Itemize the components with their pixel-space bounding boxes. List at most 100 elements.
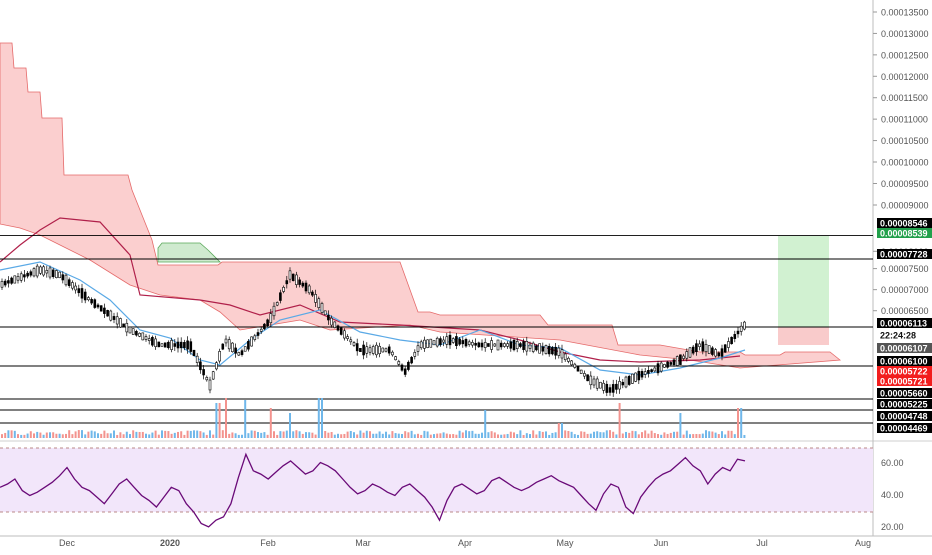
volume-bar xyxy=(634,431,637,438)
volume-bar xyxy=(33,433,35,438)
volume-bar xyxy=(276,434,279,438)
candle-body xyxy=(87,297,90,301)
volume-bar xyxy=(455,434,458,438)
volume-bar xyxy=(394,433,397,438)
candle-body xyxy=(525,341,529,352)
candle-body xyxy=(579,369,583,374)
volume-bar xyxy=(148,434,151,438)
time-tick-label: Jun xyxy=(654,538,669,548)
candle-body xyxy=(551,347,554,355)
price-label: 0.00006100 xyxy=(880,356,928,366)
candle-body xyxy=(163,342,167,348)
volume-bar xyxy=(682,434,685,438)
price-label-bg xyxy=(877,388,932,398)
candle-body xyxy=(583,373,586,377)
candle-body xyxy=(714,349,717,357)
volume-bar xyxy=(205,434,208,438)
candle-body xyxy=(432,340,436,346)
volume-bar xyxy=(378,431,381,438)
candle-body xyxy=(541,346,545,352)
candle-body xyxy=(192,349,196,357)
candle-body xyxy=(339,327,343,335)
candle-body xyxy=(717,352,721,357)
volume-bar xyxy=(10,430,13,438)
candle-body xyxy=(599,381,602,389)
volume-bar xyxy=(442,432,445,438)
candle-body xyxy=(688,347,692,358)
candle-body xyxy=(378,345,381,355)
candle-body xyxy=(666,361,669,368)
candle-body xyxy=(720,348,724,357)
candle-body xyxy=(394,356,397,361)
volume-bar xyxy=(676,431,679,438)
volume-bar xyxy=(183,434,186,438)
volume-bar xyxy=(743,434,746,438)
price-label-bg xyxy=(877,356,932,366)
candle-body xyxy=(112,316,116,320)
candle-body xyxy=(250,336,253,347)
volume-bar xyxy=(391,431,394,438)
price-label: 0.00004748 xyxy=(880,411,928,421)
candle-body xyxy=(483,342,487,348)
candle-body xyxy=(285,280,289,285)
volume-bar xyxy=(356,434,359,438)
volume-bar xyxy=(157,434,160,438)
volume-bar xyxy=(637,434,640,438)
volume-bar xyxy=(570,431,573,438)
volume-bar xyxy=(285,430,288,438)
volume-bar xyxy=(45,432,48,438)
candle-body xyxy=(131,328,135,335)
volume-bar xyxy=(215,403,218,438)
volume-bar xyxy=(237,434,240,438)
candle-body xyxy=(269,313,273,324)
candle-body xyxy=(637,370,641,381)
volume-bar xyxy=(577,434,579,438)
candle-body xyxy=(426,339,429,348)
candle-body xyxy=(621,381,625,386)
candle-body xyxy=(106,310,109,317)
candle-body xyxy=(317,298,321,308)
candle-body xyxy=(202,369,205,376)
volume-bar xyxy=(263,432,266,438)
volume-bar xyxy=(708,431,711,438)
candle-body xyxy=(93,299,97,308)
time-tick-label: 2020 xyxy=(160,538,180,548)
price-tick-label: 0.00010500 xyxy=(881,136,929,146)
volume-bar xyxy=(196,430,199,438)
candle-body xyxy=(730,336,733,345)
volume-bar xyxy=(644,430,647,438)
volume-bar xyxy=(106,433,109,438)
volume-bar xyxy=(445,433,448,438)
volume-bar xyxy=(468,431,471,438)
volume-bar xyxy=(669,432,672,438)
price-tick-label: 0.00010000 xyxy=(881,158,929,168)
candle-body xyxy=(528,344,532,349)
volume-bar xyxy=(439,433,442,438)
candle-body xyxy=(471,342,474,346)
volume-bar xyxy=(49,432,51,438)
volume-bar xyxy=(561,423,563,438)
candle-body xyxy=(58,271,61,279)
candle-body xyxy=(96,304,100,308)
volume-bar xyxy=(599,432,602,438)
volume-bar xyxy=(519,430,522,438)
candle-body xyxy=(215,362,218,370)
volume-bar xyxy=(225,398,227,438)
volume-bar xyxy=(436,433,439,438)
candle-body xyxy=(135,330,138,336)
volume-bar xyxy=(554,432,557,438)
candle-body xyxy=(627,375,631,385)
candle-body xyxy=(99,305,103,312)
candles xyxy=(0,263,746,397)
volume-bar xyxy=(586,433,589,438)
candle-body xyxy=(461,340,465,345)
volume-bar xyxy=(353,432,355,438)
price-label: 0.00008546 xyxy=(880,218,928,228)
candle-body xyxy=(359,348,362,352)
candle-body xyxy=(384,348,388,352)
candle-body xyxy=(391,351,394,356)
volume-bar xyxy=(583,431,586,438)
candle-body xyxy=(512,339,516,351)
